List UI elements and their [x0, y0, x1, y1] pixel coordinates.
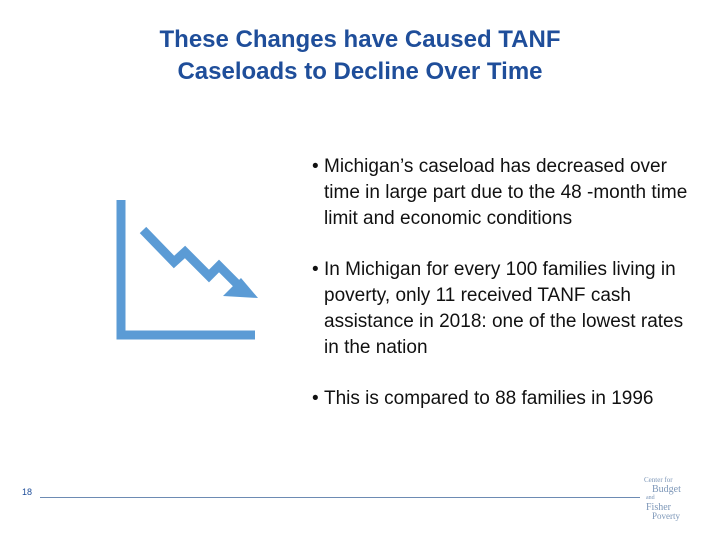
- bullet-text: In Michigan for every 100 families livin…: [324, 259, 684, 358]
- organization-logo: Center for Budget and Fisher Poverty: [644, 476, 681, 521]
- slide-title: These Changes have Caused TANF Caseloads…: [60, 24, 660, 88]
- trend-arrowhead: [223, 278, 258, 298]
- chart-axes: [116, 200, 255, 340]
- declining-chart-icon: [116, 200, 258, 340]
- footer-divider: [40, 497, 640, 498]
- bullet-text: This is compared to 88 families in 1996: [324, 388, 654, 409]
- slide-title-line-2: Caseloads to Decline Over Time: [177, 58, 543, 85]
- bullet-item: • This is compared to 88 families in 199…: [310, 386, 690, 412]
- bullet-item: • In Michigan for every 100 families liv…: [310, 257, 690, 361]
- bullet-marker: •: [312, 388, 319, 409]
- bullet-marker: •: [312, 156, 319, 177]
- bullet-list: • Michigan’s caseload has decreased over…: [310, 154, 690, 437]
- bullet-marker: •: [312, 259, 319, 280]
- bullet-item: • Michigan’s caseload has decreased over…: [310, 154, 690, 232]
- page-number: 18: [22, 487, 33, 497]
- slide-title-line-1: These Changes have Caused TANF: [159, 26, 561, 53]
- trend-line: [139, 226, 241, 288]
- bullet-text: Michigan’s caseload has decreased over t…: [324, 156, 688, 229]
